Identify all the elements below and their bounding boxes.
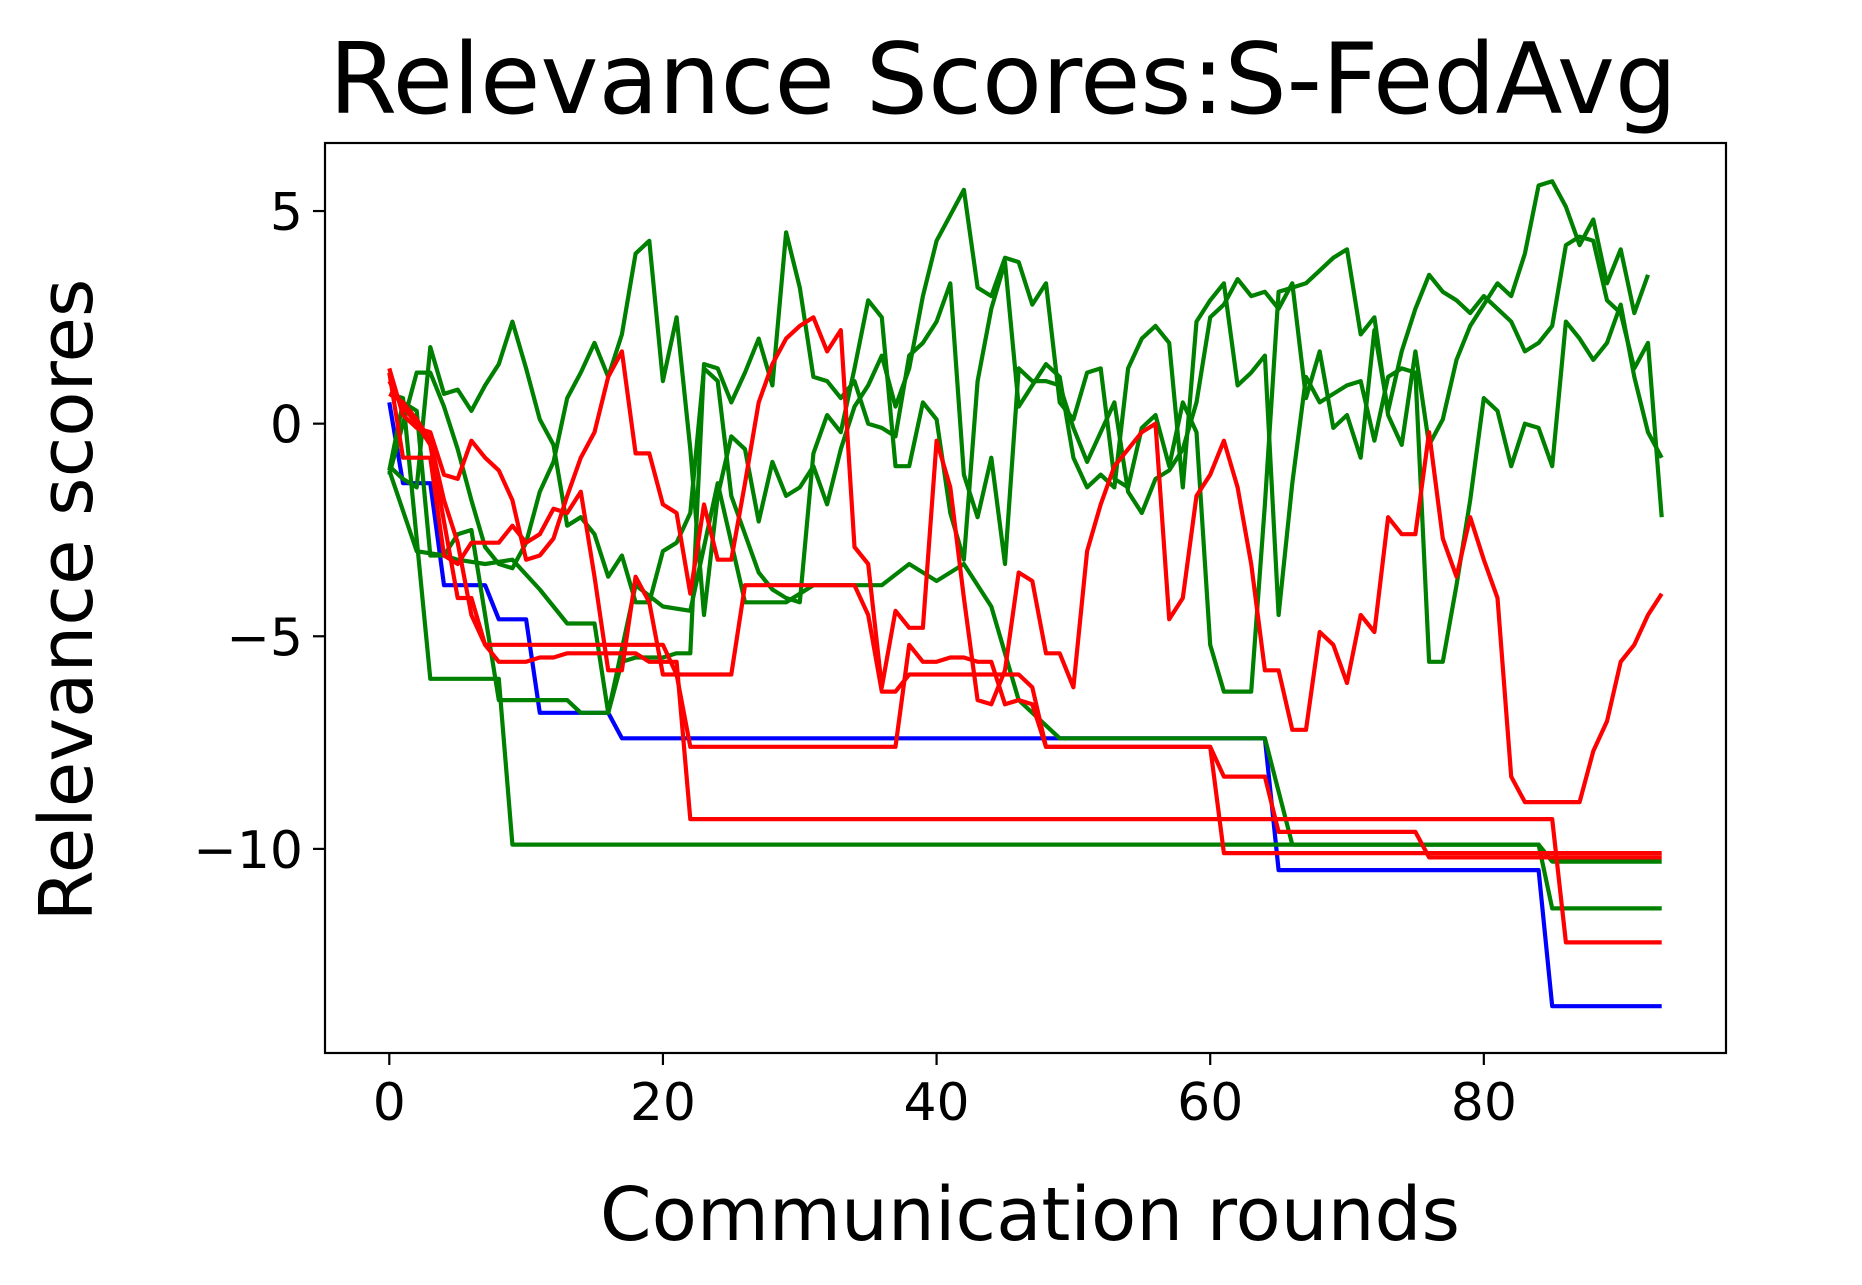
y-tick-label: 0 (270, 396, 303, 456)
y-tick-label: −5 (226, 608, 303, 668)
y-axis-title: Relevance scores (24, 279, 110, 922)
series-line-4 (387, 179, 1650, 694)
y-tick-label: 5 (270, 183, 303, 243)
series-line-6 (387, 230, 1664, 715)
y-axis: 5 0 −5 −10 (193, 183, 325, 881)
series-line-10 (388, 392, 1662, 856)
chart-title: Relevance Scores:S-FedAvg (329, 23, 1677, 137)
x-tick-label: 20 (630, 1073, 696, 1133)
x-axis: 0 20 40 60 80 (373, 1053, 1517, 1133)
series-line-9 (387, 315, 1664, 805)
series-line-1 (387, 402, 1662, 1009)
series-line-5 (387, 260, 1664, 664)
x-axis-title: Communication rounds (600, 1172, 1460, 1258)
y-tick-label: −10 (193, 821, 303, 881)
x-tick-label: 0 (373, 1073, 406, 1133)
x-tick-label: 40 (903, 1073, 969, 1133)
series-line-8 (387, 372, 1662, 860)
series-group (387, 179, 1664, 1009)
x-tick-label: 60 (1177, 1073, 1243, 1133)
series-line-2 (387, 469, 1662, 911)
plot-frame (323, 141, 1728, 1055)
series-line-7 (387, 380, 1662, 945)
x-tick-label: 80 (1451, 1073, 1517, 1133)
